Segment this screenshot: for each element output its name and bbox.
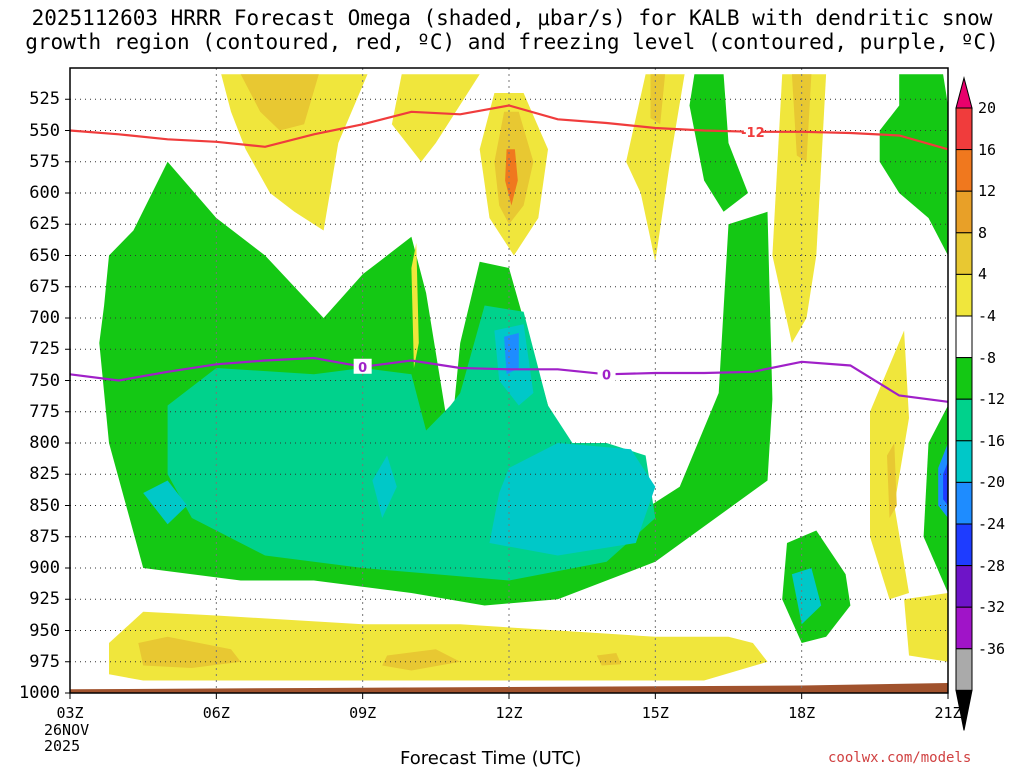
colorbar-top-arrow: [955, 76, 973, 109]
colorbar-label: 4: [978, 265, 988, 284]
gold-region-top-west: [240, 74, 319, 131]
colorbar-bin: [955, 315, 973, 359]
colorbar-label: -24: [978, 515, 1006, 533]
y-tick-label: 975: [29, 651, 60, 672]
colorbar-label: -12: [978, 390, 1006, 409]
freezing-contour: [69, 356, 949, 403]
y-tick-label: 525: [29, 89, 60, 110]
dendritic-contour: [69, 104, 949, 151]
colorbar-label: 8: [978, 223, 988, 242]
colorbar-bin: [955, 648, 973, 691]
credit-text[interactable]: coolwx.com/models: [828, 750, 972, 766]
cyan-region-5: [791, 568, 822, 625]
colorbar-bin: [955, 357, 973, 400]
freezing-contour-label-bg: [353, 358, 372, 374]
colorbar-bin: [955, 606, 973, 650]
colorbar-bin: [955, 398, 973, 442]
colorbar-bin: [955, 232, 973, 275]
x-tick-label: 15Z: [641, 704, 669, 722]
green-region-upper-east: [689, 74, 748, 212]
y-tick-label: 825: [29, 464, 60, 485]
colorbar-label: -4: [978, 307, 997, 325]
gold-region-bottom-1: [138, 636, 241, 668]
y-tick-label: 800: [29, 433, 60, 453]
plot-frame: [69, 67, 949, 694]
green-region-northeast: [879, 74, 948, 256]
orange-region-12z: [505, 149, 518, 206]
freezing-contour-label: 0: [602, 368, 611, 383]
colorbar-label: -32: [978, 598, 1006, 617]
gold-region-east: [887, 443, 897, 518]
y-tick-label: 1000: [19, 683, 60, 703]
colorbar-bottom-arrow: [955, 689, 973, 731]
cyan-region-2: [489, 443, 656, 556]
y-tick-label: 700: [29, 308, 60, 328]
y-tick-label: 900: [29, 558, 60, 578]
x-axis-title: Forecast Time (UTC): [400, 748, 582, 769]
y-tick-label: 750: [29, 370, 60, 391]
x-tick-label: 09Z: [349, 704, 377, 722]
y-tick-label: 675: [29, 276, 60, 297]
colorbar-bin: [955, 523, 973, 567]
yellow-region-top-west: [221, 74, 368, 231]
colorbar-label: -16: [978, 431, 1006, 450]
colorbar-label: 16: [978, 140, 997, 159]
chart-title: 2025112603 HRRR Forecast Omega (shaded, …: [0, 6, 1024, 54]
gold-region-bottom-2: [382, 649, 461, 671]
y-tick-label: 875: [29, 526, 60, 547]
date-label-day: 26NOV: [44, 721, 90, 739]
x-tick-label: 18Z: [788, 704, 816, 722]
deepblue-region: [943, 461, 948, 506]
colorbar-bin: [955, 107, 973, 151]
title-line-2: growth region (contoured, red, ºC) and f…: [25, 30, 999, 54]
y-tick-label: 600: [29, 183, 60, 203]
colorbar-label: -36: [978, 639, 1006, 658]
blue-region-1: [504, 333, 519, 375]
x-tick-label: 12Z: [495, 704, 523, 722]
y-tick-label: 925: [29, 589, 60, 610]
cyan-region-4: [143, 480, 188, 525]
dendritic-contour-label-bg: [743, 123, 762, 139]
yellow-region-thin: [411, 243, 419, 368]
green-region-east-edge: [923, 405, 948, 593]
colorbar-bin: [955, 565, 973, 608]
y-tick-label: 550: [29, 120, 60, 141]
date-label-year: 2025: [44, 737, 81, 755]
yellow-region-top-1430: [626, 74, 685, 262]
y-tick-label: 725: [29, 339, 60, 360]
y-tick-label: 575: [29, 151, 60, 172]
x-tick-label: 03Z: [56, 704, 84, 722]
dendritic-contour-label: -12: [741, 126, 765, 141]
colorbar-label: -28: [978, 556, 1006, 575]
colorbar-bin: [955, 273, 973, 317]
gold-region-1800: [791, 74, 812, 162]
title-line-1: 2025112603 HRRR Forecast Omega (shaded, …: [31, 6, 993, 30]
yellow-region-top-1700: [772, 74, 827, 344]
y-tick-label: 650: [29, 245, 60, 266]
green-region-south: [782, 530, 851, 643]
colorbar-label: 12: [978, 182, 997, 201]
colorbar-bin: [955, 440, 973, 483]
colorbar-bin: [955, 481, 973, 525]
y-tick-label: 625: [29, 214, 60, 235]
x-tick-label: 21Z: [934, 704, 962, 722]
colorbar-bin: [955, 149, 973, 192]
freezing-contour-label-bg: [597, 366, 616, 382]
y-tick-label: 850: [29, 495, 60, 516]
y-tick-label: 950: [29, 620, 60, 641]
colorbar-bin: [955, 190, 973, 234]
y-tick-label: 775: [29, 401, 60, 422]
colorbar-label: 20: [978, 99, 997, 117]
colorbar-label: -20: [978, 473, 1006, 492]
yellow-region-low-east: [904, 593, 948, 662]
yellow-region-top-mid: [391, 74, 480, 162]
colorbar-label: -8: [978, 348, 997, 367]
gold-region-1500: [650, 74, 666, 125]
freezing-contour-label: 0: [358, 361, 367, 376]
cyan-region-3: [372, 455, 397, 518]
x-tick-label: 06Z: [202, 704, 230, 722]
gold-region-bottom-3: [596, 653, 622, 666]
